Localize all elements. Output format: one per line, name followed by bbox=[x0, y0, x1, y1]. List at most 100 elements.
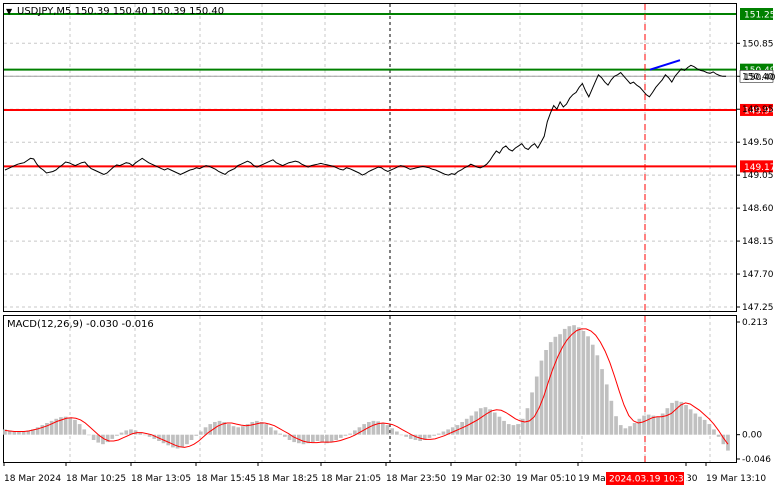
macd-bar bbox=[329, 434, 334, 443]
macd-bar bbox=[26, 430, 31, 435]
macd-bar bbox=[147, 434, 152, 437]
macd-bar bbox=[231, 426, 236, 435]
macd-bar bbox=[278, 433, 282, 435]
macd-bar bbox=[693, 413, 698, 435]
macd-bar bbox=[287, 434, 292, 440]
macd-bar bbox=[558, 334, 562, 435]
macd-bar bbox=[180, 434, 185, 448]
macd-bar bbox=[520, 418, 525, 435]
macd-bar bbox=[203, 427, 208, 435]
macd-panel-frame bbox=[3, 315, 737, 463]
macd-y-tick-label: 0.213 bbox=[742, 318, 768, 328]
macd-bar bbox=[166, 434, 171, 446]
macd-bar bbox=[45, 423, 49, 435]
macd-bar bbox=[138, 432, 143, 435]
macd-bar bbox=[59, 417, 63, 435]
macd-bar bbox=[87, 434, 91, 436]
grid bbox=[4, 4, 736, 462]
macd-bar bbox=[427, 434, 432, 438]
macd-bar bbox=[217, 420, 222, 435]
macd-bar bbox=[367, 422, 371, 435]
macd-bar bbox=[334, 434, 338, 440]
price-y-tick-label: 149.50 bbox=[742, 138, 774, 148]
price-y-tick-label: 150.85 bbox=[742, 39, 774, 49]
macd-bar bbox=[301, 434, 306, 445]
price-y-tick-label: 147.70 bbox=[742, 270, 774, 280]
macd-bar bbox=[105, 434, 110, 443]
macd-bar bbox=[642, 415, 646, 435]
macd-bar bbox=[91, 434, 96, 440]
macd-bar bbox=[124, 430, 129, 435]
macd-bar bbox=[674, 400, 679, 435]
macd-bar bbox=[250, 422, 255, 435]
macd-bar bbox=[77, 424, 82, 435]
macd-bar bbox=[511, 425, 516, 435]
x-tick-label: 18 Mar 21:05 bbox=[321, 474, 381, 484]
macd-bar bbox=[464, 418, 469, 435]
macd-bar bbox=[665, 408, 670, 435]
macd-bar bbox=[553, 336, 558, 435]
symbol-dropdown-icon[interactable]: ▼ bbox=[6, 7, 13, 16]
level-label: 149.94 bbox=[744, 106, 776, 116]
macd-bar bbox=[581, 331, 586, 435]
macd-bar bbox=[399, 434, 404, 436]
current-price-label: 150.40 bbox=[744, 73, 776, 83]
macd-bar bbox=[189, 434, 194, 440]
macd-bar bbox=[726, 434, 730, 451]
macd-bar bbox=[222, 422, 227, 435]
macd-bar bbox=[49, 420, 54, 435]
macd-bar bbox=[110, 434, 115, 439]
price-y-tick-label: 149.05 bbox=[742, 171, 774, 181]
macd-bar bbox=[702, 419, 707, 435]
price-series bbox=[4, 4, 726, 311]
macd-signal-line bbox=[4, 328, 729, 448]
macd-bar bbox=[175, 434, 180, 449]
macd-bar bbox=[227, 424, 231, 435]
macd-bar bbox=[483, 407, 488, 435]
level-label-box bbox=[740, 103, 773, 116]
macd-bar bbox=[688, 409, 693, 435]
macd-bar bbox=[628, 426, 632, 435]
price-y-tick-label: 147.25 bbox=[742, 303, 774, 313]
macd-bar bbox=[315, 434, 320, 441]
macd-bar bbox=[609, 400, 614, 435]
macd-bar bbox=[544, 350, 548, 435]
macd-bar bbox=[199, 431, 203, 435]
macd-bar bbox=[516, 424, 520, 435]
macd-bar bbox=[21, 431, 26, 435]
macd-bar bbox=[68, 417, 73, 435]
level-label-box bbox=[740, 160, 773, 173]
macd-bar bbox=[614, 416, 618, 435]
price-line bbox=[4, 64, 726, 176]
macd-bar bbox=[478, 408, 483, 435]
macd-bar bbox=[604, 384, 609, 435]
macd-bar bbox=[96, 434, 101, 443]
level-label-box bbox=[740, 8, 773, 20]
price-header: USDJPY,M5 150.39 150.40 150.39 150.40 bbox=[17, 6, 224, 17]
macd-bar bbox=[576, 327, 581, 435]
macd-bar bbox=[311, 434, 315, 443]
macd-bar bbox=[590, 344, 595, 435]
trend-segment bbox=[649, 59, 681, 71]
macd-bar bbox=[562, 328, 567, 435]
macd-bar bbox=[395, 431, 399, 435]
macd-bar bbox=[646, 414, 651, 435]
macd-bar bbox=[567, 326, 572, 435]
macd-bar bbox=[450, 427, 455, 435]
macd-bar bbox=[548, 342, 553, 435]
macd-bar bbox=[474, 411, 478, 435]
macd-bar bbox=[404, 434, 408, 437]
macd-bar bbox=[623, 428, 628, 435]
macd-bar bbox=[413, 434, 418, 440]
price-y-tick-label: 148.15 bbox=[742, 237, 774, 247]
macd-bar bbox=[684, 405, 688, 435]
x-tick-label: 19 Ma bbox=[578, 474, 606, 484]
macd-bar bbox=[259, 422, 264, 435]
macd-bar bbox=[353, 430, 357, 435]
macd-bar bbox=[161, 434, 166, 444]
macd-bar bbox=[320, 434, 324, 443]
x-tick-label: 30 bbox=[686, 474, 698, 484]
x-tick-label: 19 Mar 02:30 bbox=[451, 474, 511, 484]
macd-bar bbox=[492, 412, 497, 435]
